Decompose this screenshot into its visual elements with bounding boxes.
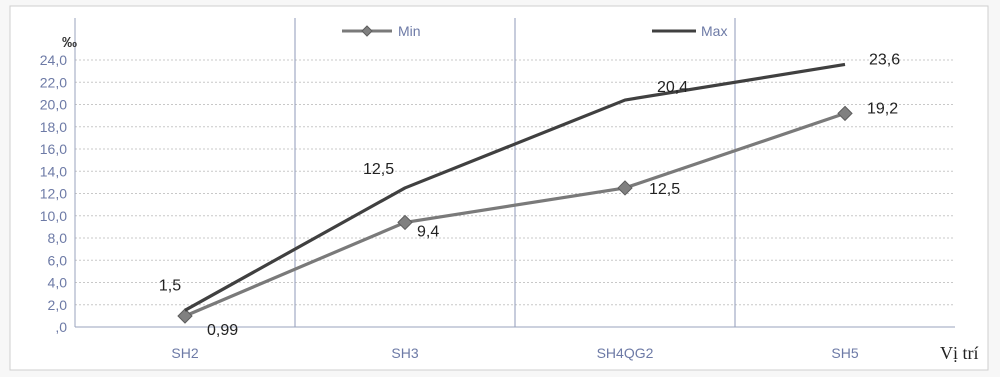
series-min-marker — [837, 105, 853, 122]
y-tick-label: 6,0 — [48, 252, 68, 268]
data-label-min: 19,2 — [867, 100, 898, 117]
y-tick-labels: ,0 2,0 4,0 6,0 8,0 10,0 12,0 14,0 16,0 18,0 20,0 22… — [40, 52, 67, 335]
series-min-marker — [617, 180, 633, 196]
series-lines — [177, 62, 853, 324]
series-min-marker — [177, 308, 193, 324]
y-tick-label: 4,0 — [48, 275, 68, 291]
y-tick-label: 24,0 — [40, 52, 67, 68]
data-label-max: 20,4 — [657, 79, 688, 96]
series-min-marker — [397, 214, 413, 231]
data-label-max: 23,6 — [869, 51, 900, 68]
axes — [74, 18, 955, 328]
y-tick-label: 20,0 — [40, 97, 67, 113]
legend: Min Max — [342, 23, 727, 39]
data-label-min: 12,5 — [649, 181, 680, 198]
series-max-line — [184, 62, 846, 312]
x-axis-title: Vị trí — [940, 343, 979, 363]
data-label-min: 0,99 — [207, 322, 238, 339]
y-tick-label: 16,0 — [40, 141, 67, 157]
y-tick-label: 14,0 — [40, 163, 67, 179]
x-tick-label: SH4QG2 — [597, 345, 654, 361]
data-labels: 1,5 12,5 20,4 23,6 0,99 9,4 12,5 19,2 — [159, 51, 900, 339]
y-tick-label: 12,0 — [40, 186, 67, 202]
y-tick-label: 10,0 — [40, 208, 67, 224]
data-label-min: 9,4 — [417, 223, 439, 240]
y-tick-label: 8,0 — [48, 230, 68, 246]
data-label-max: 1,5 — [159, 277, 181, 294]
legend-min-label: Min — [398, 23, 421, 39]
chart-frame — [9, 5, 989, 371]
y-tick-label: 22,0 — [40, 74, 67, 90]
legend-max-label: Max — [701, 23, 727, 39]
series-min-line — [184, 111, 846, 318]
x-tick-labels: SH2 SH3 SH4QG2 SH5 — [171, 345, 858, 361]
y-tick-label: 2,0 — [48, 297, 68, 313]
y-tick-label: ,0 — [55, 319, 67, 335]
legend-min-marker — [361, 25, 373, 37]
data-label-max: 12,5 — [363, 161, 394, 178]
y-tick-label: 18,0 — [40, 119, 67, 135]
x-tick-label: SH5 — [831, 345, 858, 361]
gridlines — [75, 18, 955, 327]
x-tick-label: SH2 — [171, 345, 198, 361]
x-tick-label: SH3 — [391, 345, 418, 361]
y-axis-unit: ‰ — [62, 34, 77, 51]
